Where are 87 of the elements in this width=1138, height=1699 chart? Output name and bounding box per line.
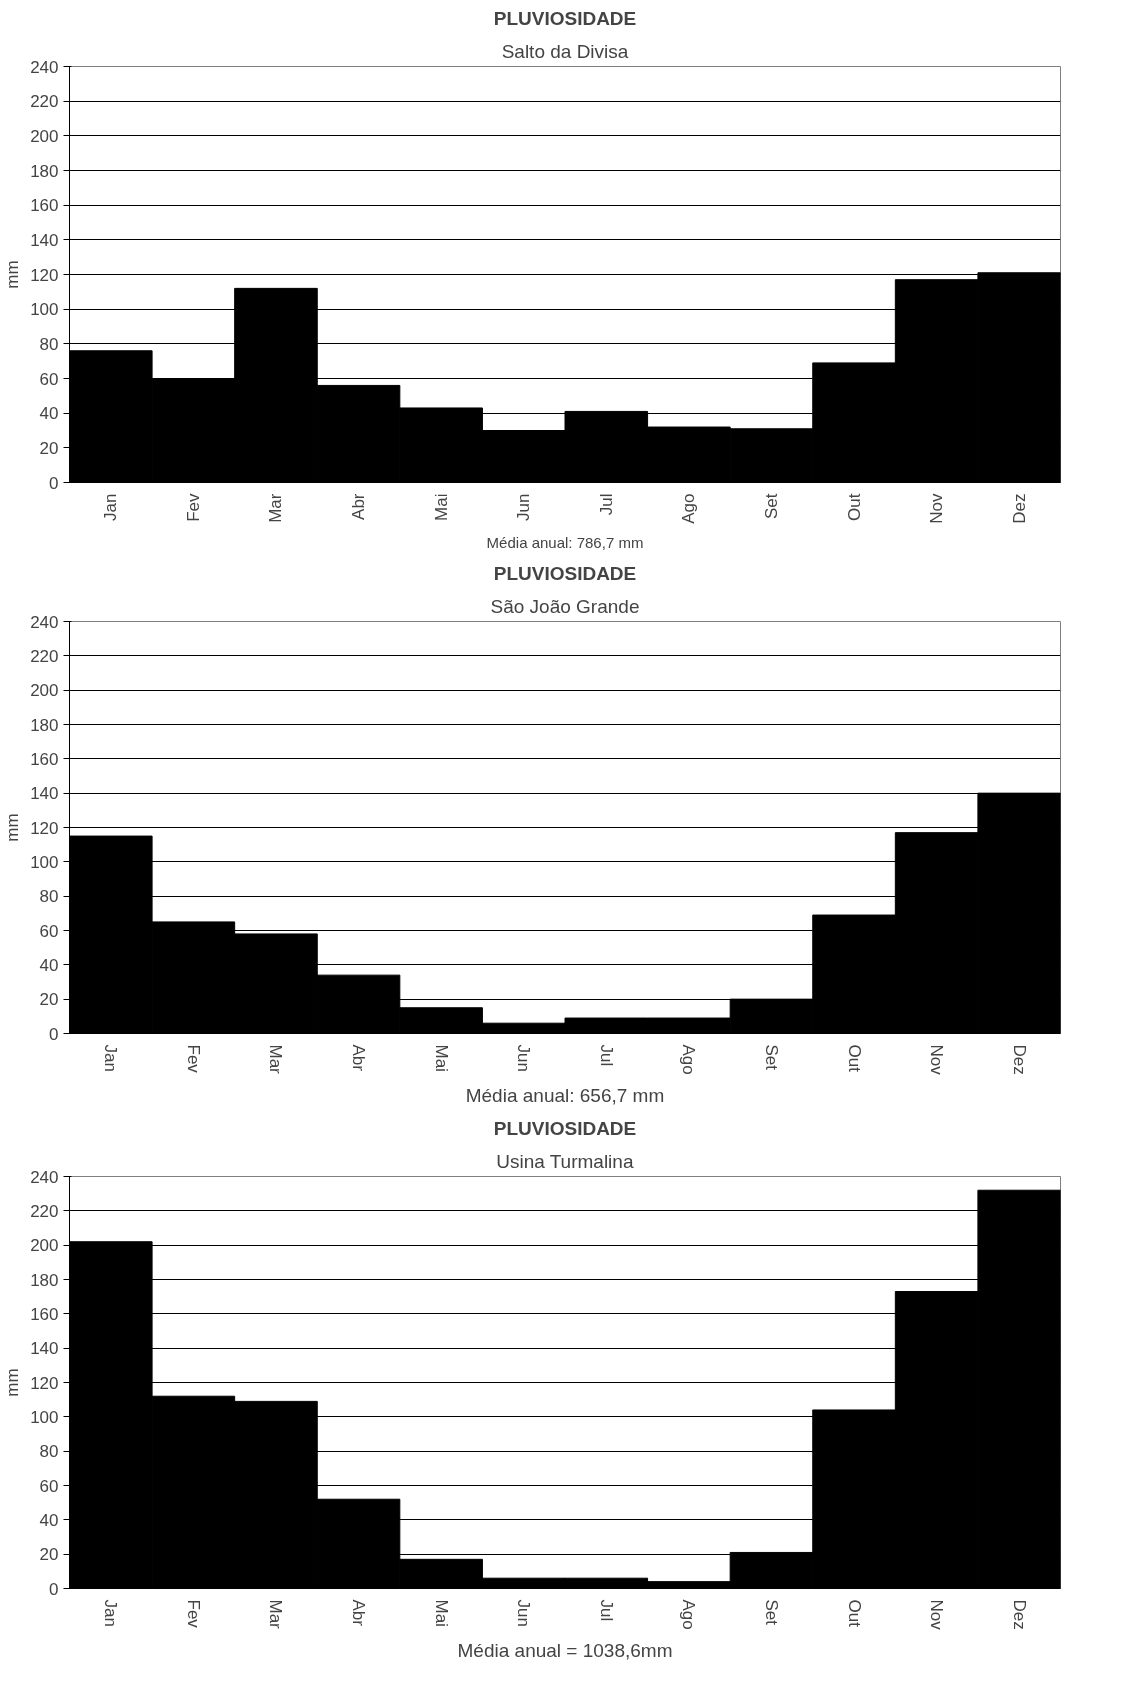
x-tick-label: Set	[761, 1044, 781, 1071]
y-tick-label: 80	[39, 887, 59, 907]
y-tick-label: 140	[30, 784, 59, 804]
x-tick-label: Jan	[101, 1044, 121, 1072]
x-tick-label: Dez	[1009, 1599, 1029, 1630]
x-tick-label: Abr	[349, 1599, 369, 1627]
x-tick-label: Jun	[514, 1599, 534, 1627]
y-tick-label: 160	[30, 196, 59, 216]
y-tick-label: 60	[39, 921, 59, 941]
x-tick-label: Ago	[679, 493, 699, 524]
x-tick-label: Out	[844, 1599, 864, 1628]
x-tick-label: Mar	[266, 493, 286, 523]
y-tick-label: 20	[39, 438, 59, 458]
y-tick-label: 40	[39, 404, 59, 424]
x-tick-label: Out	[844, 1044, 864, 1073]
x-tick-label: Mar	[266, 1599, 286, 1630]
y-tick-label: 40	[39, 1510, 59, 1530]
y-tick-label: 180	[30, 161, 59, 181]
y-tick-label: 220	[30, 92, 59, 112]
x-tick-label: Set	[761, 1599, 781, 1626]
x-tick-label: Nov	[927, 1599, 947, 1631]
y-tick-label: 240	[30, 612, 59, 632]
y-tick-label: 220	[30, 1201, 59, 1221]
x-tick-label: Mai	[431, 1044, 451, 1072]
x-tick-label: Jan	[101, 1599, 121, 1627]
y-tick-label: 200	[30, 681, 59, 701]
y-tick-label: 80	[39, 334, 59, 354]
y-tick-label: 20	[39, 1545, 59, 1565]
text: Média anual: 656,7 mm	[465, 1084, 665, 1106]
x-tick-label: Jul	[596, 1044, 616, 1067]
x-tick-label: Mai	[431, 1599, 451, 1627]
text: Média anual: 786,7 mm	[486, 533, 644, 551]
y-axis-title: mm	[3, 260, 23, 289]
x-tick-label: Abr	[349, 1044, 369, 1072]
chart-subtitle: São João Grande	[490, 595, 640, 617]
y-tick-label: 160	[30, 749, 59, 769]
y-tick-label: 20	[39, 990, 59, 1010]
y-tick-label: 60	[39, 1476, 59, 1496]
y-tick-label: 120	[30, 818, 59, 838]
y-axis-title: mm	[3, 1368, 23, 1397]
x-tick-label: Set	[761, 493, 781, 520]
y-axis-title: mm	[3, 813, 23, 842]
x-tick-label: Out	[844, 493, 864, 521]
y-tick-label: 0	[49, 1579, 59, 1599]
x-tick-label: Dez	[1009, 493, 1029, 524]
x-tick-label: Mai	[431, 493, 451, 521]
y-tick-label: 0	[49, 1024, 59, 1044]
x-tick-label: Fev	[183, 493, 203, 522]
x-tick-label: Jun	[514, 1044, 534, 1072]
chart-title: PLUVIOSIDADE	[493, 1117, 637, 1139]
x-tick-label: Nov	[927, 493, 947, 524]
x-tick-label: Dez	[1009, 1044, 1029, 1075]
chart-title: PLUVIOSIDADE	[493, 7, 637, 29]
x-tick-label: Jul	[596, 1599, 616, 1622]
y-tick-label: 40	[39, 955, 59, 975]
chart-title: PLUVIOSIDADE	[493, 562, 637, 584]
y-tick-label: 100	[30, 300, 59, 320]
y-tick-label: 0	[49, 473, 59, 493]
x-tick-label: Fev	[183, 1599, 203, 1629]
y-tick-label: 60	[39, 369, 59, 389]
y-tick-label: 80	[39, 1442, 59, 1462]
y-tick-label: 100	[30, 1407, 59, 1427]
y-tick-label: 140	[30, 230, 59, 250]
x-tick-label: Nov	[927, 1044, 947, 1076]
chart-subtitle: Salto da Divisa	[501, 40, 629, 62]
y-tick-label: 140	[30, 1339, 59, 1359]
x-tick-label: Jan	[101, 493, 121, 521]
y-tick-label: 180	[30, 715, 59, 735]
x-tick-label: Abr	[349, 493, 369, 520]
y-tick-label: 180	[30, 1270, 59, 1290]
y-tick-label: 200	[30, 1236, 59, 1256]
y-tick-label: 120	[30, 265, 59, 285]
x-tick-label: Ago	[679, 1044, 699, 1075]
x-tick-label: Jul	[596, 493, 616, 516]
x-tick-label: Jun	[514, 493, 534, 521]
chart-subtitle: Usina Turmalina	[496, 1150, 634, 1172]
x-tick-label: Mar	[266, 1044, 286, 1075]
x-tick-label: Fev	[183, 1044, 203, 1074]
y-tick-label: 220	[30, 646, 59, 666]
y-tick-label: 240	[30, 1167, 59, 1187]
text: Média anual = 1038,6mm	[457, 1639, 673, 1661]
y-tick-label: 200	[30, 126, 59, 146]
y-tick-label: 120	[30, 1373, 59, 1393]
y-tick-label: 100	[30, 852, 59, 872]
y-tick-label: 240	[30, 57, 59, 77]
y-tick-label: 160	[30, 1304, 59, 1324]
x-tick-label: Ago	[679, 1599, 699, 1630]
